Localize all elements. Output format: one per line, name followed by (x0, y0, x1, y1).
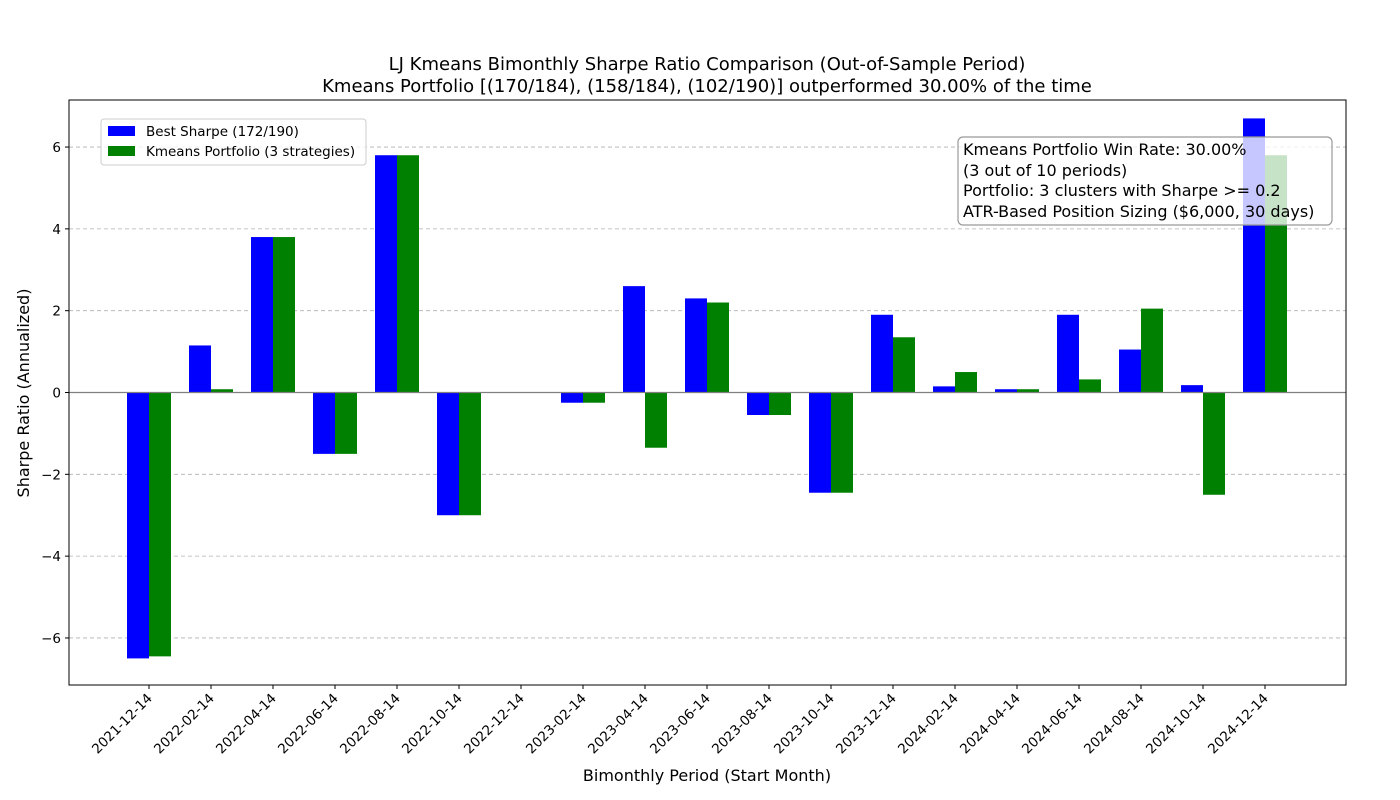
legend-frame (100, 118, 367, 166)
bar-best-sharpe (1119, 349, 1141, 393)
bar-kmeans-portfolio (831, 392, 853, 493)
x-tick-label: 2023-04-14 (585, 691, 652, 758)
bar-best-sharpe (437, 392, 459, 516)
legend: Best Sharpe (172/190) Kmeans Portfolio (… (100, 118, 367, 166)
y-axis-label: Sharpe Ratio (Annualized) (14, 289, 33, 498)
bar-best-sharpe (1057, 314, 1079, 393)
bar-kmeans-portfolio (1141, 308, 1163, 393)
bar-kmeans-portfolio (769, 392, 791, 415)
bar-best-sharpe (995, 389, 1017, 393)
bar-kmeans-portfolio (335, 392, 357, 454)
x-tick-label: 2024-10-14 (1143, 691, 1210, 758)
annotation-line-4: ATR-Based Position Sizing ($6,000, 30 da… (963, 202, 1314, 221)
bar-kmeans-portfolio (149, 392, 171, 657)
x-axis-label: Bimonthly Period (Start Month) (583, 766, 831, 785)
y-tick-label: 2 (52, 304, 61, 320)
x-tick-label: 2022-02-14 (151, 691, 218, 758)
bar-kmeans-portfolio (583, 392, 605, 403)
x-tick-label: 2023-12-14 (833, 691, 900, 758)
x-tick-label: 2022-04-14 (213, 691, 280, 758)
bar-kmeans-portfolio (707, 302, 729, 393)
bar-kmeans-portfolio (1203, 392, 1225, 495)
legend-swatch-best-sharpe (108, 126, 135, 136)
annotation-line-1: Kmeans Portfolio Win Rate: 30.00% (963, 140, 1247, 159)
bar-best-sharpe (933, 386, 955, 393)
x-tick-label: 2024-12-14 (1205, 691, 1272, 758)
chart-title: LJ Kmeans Bimonthly Sharpe Ratio Compari… (389, 54, 1026, 75)
x-tick-label: 2023-02-14 (523, 691, 590, 758)
win-rate-annotation: Kmeans Portfolio Win Rate: 30.00% (3 out… (957, 136, 1333, 226)
bar-best-sharpe (685, 298, 707, 393)
bar-kmeans-portfolio (645, 392, 667, 448)
annotation-line-3: Portfolio: 3 clusters with Sharpe >= 0.2 (963, 181, 1281, 200)
bar-best-sharpe (809, 392, 831, 493)
x-tick-label: 2023-06-14 (647, 691, 714, 758)
bar-kmeans-portfolio (1017, 389, 1039, 393)
x-tick-label: 2023-10-14 (771, 691, 838, 758)
x-tick-label: 2022-12-14 (461, 691, 528, 758)
bar-kmeans-portfolio (893, 337, 915, 393)
legend-label-kmeans-portfolio: Kmeans Portfolio (3 strategies) (146, 144, 355, 160)
bar-kmeans-portfolio (1079, 379, 1101, 393)
x-axis: 2021-12-142022-02-142022-04-142022-06-14… (89, 685, 1272, 757)
x-tick-label: 2022-06-14 (275, 691, 342, 758)
x-tick-label: 2022-08-14 (337, 691, 404, 758)
bar-best-sharpe (313, 392, 335, 454)
y-tick-label: 6 (52, 140, 61, 156)
x-tick-label: 2024-04-14 (957, 691, 1024, 758)
bar-kmeans-portfolio (459, 392, 481, 516)
legend-label-best-sharpe: Best Sharpe (172/190) (146, 124, 299, 140)
y-axis: −6 −4 −2 0 2 4 6 (41, 140, 69, 647)
legend-swatch-kmeans-portfolio (108, 146, 135, 156)
bar-kmeans-portfolio (273, 237, 295, 393)
bar-best-sharpe (251, 237, 273, 393)
x-tick-label: 2024-08-14 (1081, 691, 1148, 758)
y-tick-label: 4 (52, 222, 61, 238)
x-tick-label: 2021-12-14 (89, 691, 156, 758)
bar-best-sharpe (623, 286, 645, 393)
bar-kmeans-portfolio (397, 155, 419, 393)
bar-best-sharpe (747, 392, 769, 415)
annotation-line-2: (3 out of 10 periods) (963, 161, 1127, 180)
bar-best-sharpe (871, 314, 893, 393)
y-tick-label: −2 (41, 467, 61, 483)
bar-best-sharpe (1181, 385, 1203, 393)
bar-best-sharpe (127, 392, 149, 659)
y-tick-label: 0 (52, 386, 61, 402)
bar-best-sharpe (189, 345, 211, 393)
bar-best-sharpe (375, 155, 397, 393)
annotation-frame (957, 136, 1333, 226)
chart-subtitle: Kmeans Portfolio [(170/184), (158/184), … (322, 76, 1092, 97)
x-tick-label: 2022-10-14 (399, 691, 466, 758)
x-tick-label: 2024-06-14 (1019, 691, 1086, 758)
x-tick-label: 2023-08-14 (709, 691, 776, 758)
y-tick-label: −6 (41, 631, 61, 647)
bar-best-sharpe (561, 392, 583, 403)
bar-kmeans-portfolio (955, 372, 977, 393)
x-tick-label: 2024-02-14 (895, 691, 962, 758)
bar-kmeans-portfolio (211, 389, 233, 393)
y-tick-label: −4 (41, 549, 61, 565)
